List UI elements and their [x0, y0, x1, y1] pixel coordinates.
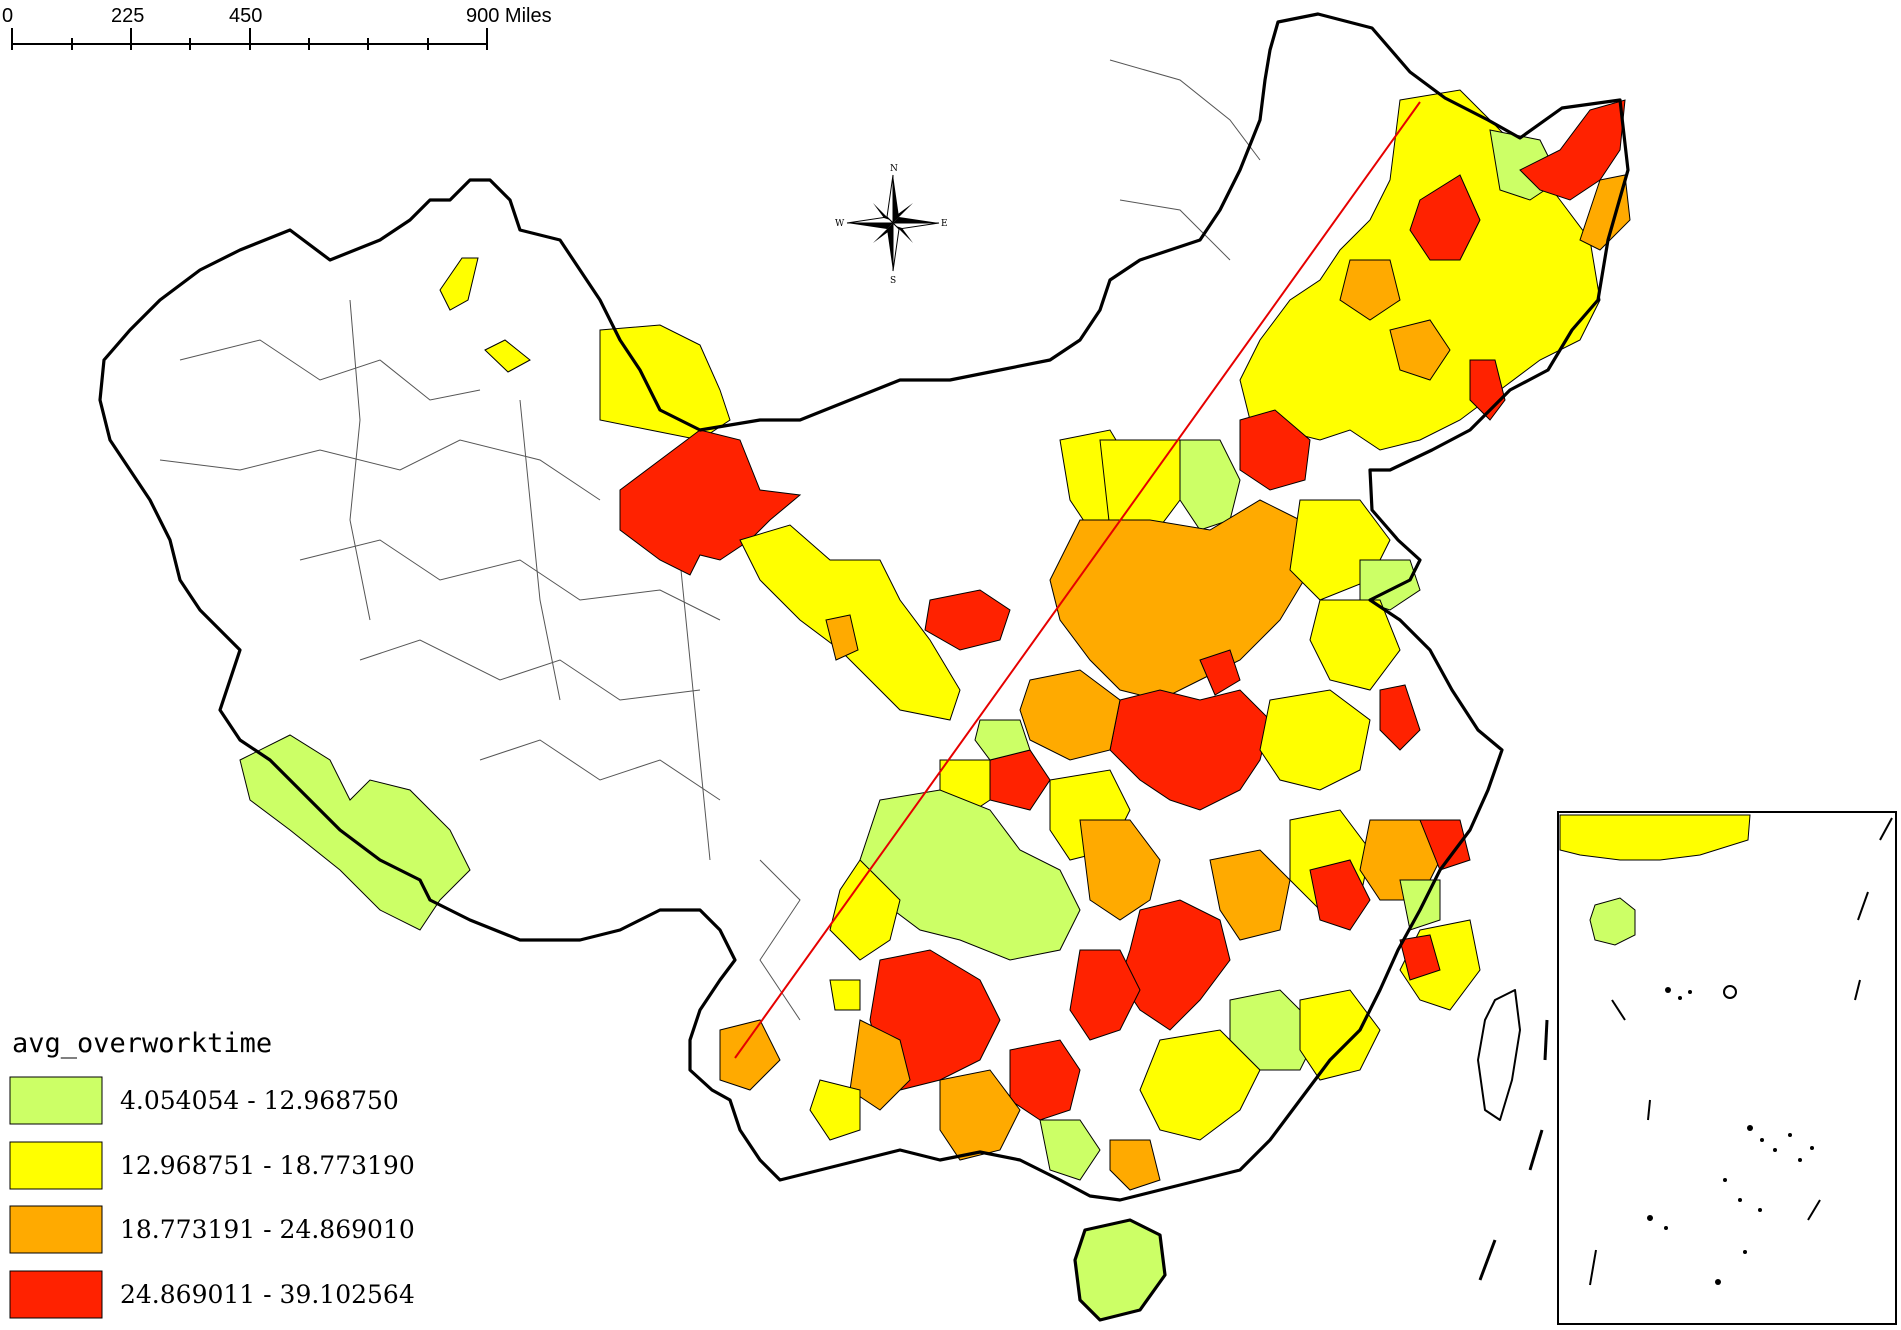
legend-swatch-3 [9, 1205, 103, 1254]
region-yellow [1309, 599, 1401, 691]
legend-label-1: 4.054054 - 12.968750 [120, 1086, 399, 1115]
region-red [1419, 819, 1471, 871]
compass-e-label: E [941, 219, 948, 229]
legend-swatch-1 [9, 1076, 103, 1125]
scale-tick-450: 450 [229, 5, 262, 27]
inset-map [1557, 811, 1897, 1325]
western-borders [159, 59, 1261, 1021]
compass-s-label: S [890, 276, 896, 286]
hu-line [734, 101, 1421, 1059]
region-yellow [439, 257, 479, 311]
legend-label-3: 18.773191 - 24.869010 [120, 1215, 415, 1244]
inset-coast [1559, 814, 1751, 861]
nine-dash-lines [1478, 1019, 1549, 1281]
region-orange [1339, 259, 1401, 321]
region-orange [825, 614, 859, 661]
legend-swatch-2 [9, 1141, 103, 1190]
legend-swatch-4 [9, 1270, 103, 1319]
region-red [1409, 174, 1481, 261]
region-light-green [974, 719, 1031, 761]
region-red [1069, 949, 1141, 1041]
region-orange [719, 1019, 781, 1091]
region-yellow [599, 324, 731, 441]
region-orange [939, 1069, 1021, 1161]
region-red [1379, 684, 1421, 751]
region-yellow [1259, 689, 1371, 791]
region-yellow [1299, 989, 1381, 1081]
region-light-green [1039, 1119, 1101, 1181]
region-light-green [1074, 1219, 1166, 1321]
region-light-green [1229, 989, 1321, 1071]
legend: avg_overworktime 4.054054 - 12.968750 12… [9, 1028, 415, 1319]
region-yellow [809, 1079, 861, 1141]
compass-w-label: W [835, 219, 845, 229]
choropleth-regions [239, 90, 1631, 1321]
region-light-green [239, 734, 471, 931]
region-yellow [829, 979, 861, 1011]
legend-label-4: 24.869011 - 39.102564 [120, 1280, 415, 1309]
region-orange [1389, 319, 1451, 381]
compass-n-label: N [890, 164, 898, 174]
region-red [1109, 689, 1271, 811]
region-yellow [829, 859, 901, 961]
region-red [619, 429, 802, 576]
scale-tick-0: 0 [2, 5, 13, 27]
region-orange [1109, 1139, 1161, 1191]
scale-tick-225: 225 [111, 5, 144, 27]
legend-title: avg_overworktime [12, 1028, 272, 1059]
region-orange [1079, 819, 1161, 921]
scale-bar: 0 225 450 900 Miles [2, 5, 552, 50]
region-red [1239, 409, 1311, 491]
legend-label-2: 12.968751 - 18.773190 [120, 1151, 415, 1180]
region-red [1199, 649, 1241, 696]
region-orange [1019, 669, 1121, 761]
region-yellow [484, 339, 531, 373]
country-outline [98, 12, 1630, 1322]
region-red [924, 589, 1011, 651]
scale-tick-900: 900 Miles [466, 5, 552, 27]
region-orange [1579, 174, 1631, 251]
compass-rose: N S E W [835, 164, 948, 286]
region-red [1399, 934, 1441, 981]
region-orange [1049, 499, 1311, 701]
inset-hainan [1589, 897, 1636, 946]
region-orange [849, 1019, 911, 1111]
region-red [1309, 859, 1371, 931]
region-orange [1209, 849, 1291, 941]
region-yellow [1139, 1029, 1261, 1141]
